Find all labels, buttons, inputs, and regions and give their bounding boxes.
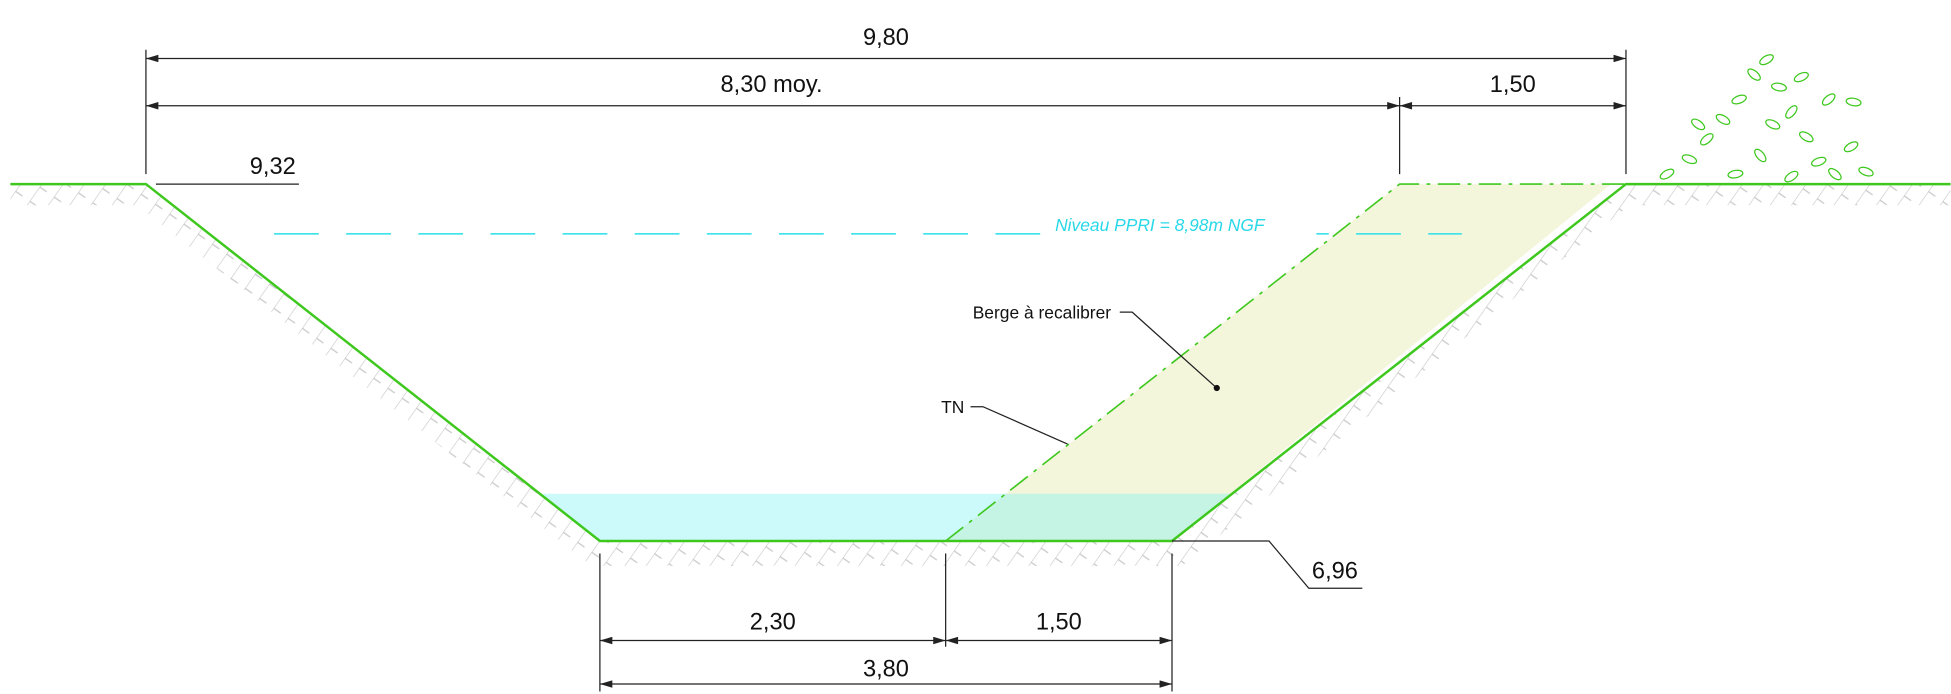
soil-hatch [10,184,1951,566]
leader [970,406,1068,445]
profile [10,182,1951,543]
flood-label-bg [1047,218,1317,247]
tn-label: TN [941,397,964,417]
elevation-label: 6,96 [1312,558,1358,584]
flood-label: Niveau PPRI = 8,98m NGF [1055,215,1266,235]
dimension-label: 1,50 [1036,609,1082,635]
bank-label: Berge à recalibrer [973,302,1112,322]
bank-fill [945,184,1612,542]
existing-ground [945,183,1626,542]
dimension-label: 8,30 moy. [721,72,823,98]
elevation-label: 9,32 [250,154,296,180]
leader-dot [1213,384,1220,392]
vegetation [1659,54,1874,183]
dimension-label: 9,80 [863,25,909,51]
water [540,493,1232,542]
leader [1119,311,1218,389]
dimension-label: 3,80 [863,657,909,683]
dimension-label: 2,30 [750,609,796,635]
leader [1172,540,1363,589]
dimension-label: 1,50 [1490,72,1536,98]
